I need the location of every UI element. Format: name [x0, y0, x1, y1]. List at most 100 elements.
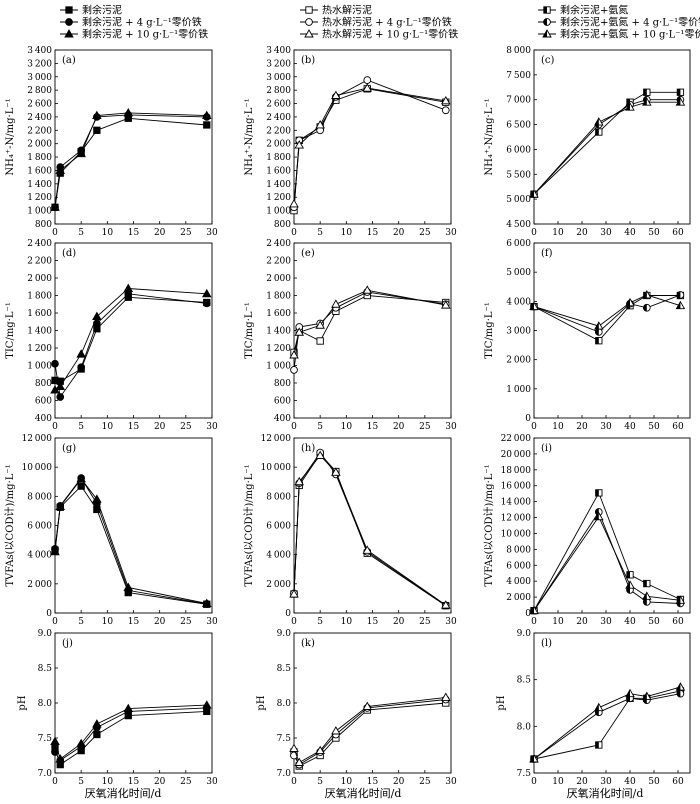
marker-half-fill [626, 689, 630, 697]
series-2 [530, 291, 685, 336]
y-tick-label: 400 [35, 414, 52, 424]
data-point [76, 148, 86, 158]
y-tick-label: 7.0 [38, 769, 53, 779]
y-tick-label: 1 000 [27, 362, 52, 372]
panel-tag: (d) [62, 248, 76, 259]
series-line [293, 291, 446, 370]
data-point [676, 689, 685, 698]
y-tick-label: 2 000 [506, 356, 531, 366]
y-tick-label: 1 400 [27, 327, 52, 337]
x-tick-label: 25 [419, 228, 431, 238]
x-tick-label: 30 [206, 228, 218, 238]
x-tick-label: 10 [102, 617, 114, 627]
marker-circle [202, 299, 211, 308]
y-tick-label: 2 400 [27, 239, 52, 249]
data-point [362, 545, 373, 554]
marker-circle [77, 363, 86, 372]
marker-triangle [331, 726, 341, 735]
data-point [595, 128, 603, 136]
data-point [315, 745, 325, 755]
y-tick-label: 6 000 [27, 522, 52, 532]
y-tick-label: 1 600 [266, 166, 291, 176]
panel-tag: (f) [541, 248, 553, 259]
marker-half-fill [595, 741, 599, 749]
y-tick-label: 7 000 [506, 96, 531, 106]
series-line [533, 515, 681, 611]
y-tick-label: 7.5 [38, 734, 53, 744]
data-point [50, 546, 60, 556]
data-point [675, 300, 686, 310]
series-line [54, 478, 207, 604]
data-point [202, 299, 211, 308]
marker-triangle [76, 148, 86, 158]
x-tick-label: 50 [648, 422, 660, 432]
series-1 [51, 707, 211, 769]
legend-label: 剩余污泥+氨氮 + 10 g·L⁻¹零价铁 [560, 28, 700, 41]
panel-tag: (g) [62, 443, 76, 454]
y-tick-label: 4 500 [506, 220, 531, 230]
data-point [676, 88, 685, 96]
marker-triangle [315, 450, 325, 459]
data-point [123, 108, 134, 117]
marker-half-fill [642, 98, 647, 106]
data-point [201, 700, 212, 709]
series-line [533, 295, 681, 342]
y-tick-label: 0 [525, 414, 531, 424]
x-tick-label: 30 [445, 617, 457, 627]
data-point [362, 701, 373, 710]
marker-half-fill [530, 755, 534, 762]
marker-triangle [123, 703, 134, 713]
legend-marker [65, 6, 73, 14]
data-point [92, 311, 102, 320]
x-tick-label: 40 [624, 422, 636, 432]
series-1 [290, 450, 450, 610]
marker-triangle [440, 600, 451, 609]
data-point [315, 450, 325, 459]
x-tick-label: 0 [531, 777, 537, 787]
legend-entry-col2-3: 热水解污泥 + 10 g·L⁻¹零价铁 [300, 28, 458, 41]
series-3 [50, 473, 212, 607]
y-tick-label: 2 200 [266, 126, 291, 136]
marker-square [305, 6, 313, 14]
panel-tag: (h) [301, 443, 315, 454]
legend-entry-col2-2: 热水解污泥 + 4 g·L⁻¹零价铁 [300, 16, 452, 29]
marker-triangle [76, 349, 86, 358]
x-tick-label: 15 [128, 228, 140, 238]
legend-marker [543, 6, 551, 14]
series-line [54, 293, 207, 399]
marker-half-fill [677, 89, 681, 96]
y-tick-label: 2 800 [266, 86, 291, 96]
y-tick-label: 2 000 [27, 140, 52, 150]
y-tick-label: 1 000 [266, 207, 291, 217]
y-tick-label: 12 000 [22, 434, 53, 444]
marker-triangle [440, 95, 451, 105]
data-point [123, 703, 134, 713]
y-tick-label: 9.0 [38, 629, 53, 639]
x-tick-label: 15 [367, 228, 379, 238]
y-tick-label: 12 000 [501, 514, 532, 524]
marker-half-fill [676, 98, 681, 106]
panel-tag: (c) [541, 55, 555, 66]
x-tick-label: 10 [552, 422, 564, 432]
marker-triangle [294, 327, 305, 336]
marker-triangle [294, 476, 305, 486]
data-point [76, 738, 86, 748]
data-point [315, 320, 325, 329]
y-tick-label: 0 [285, 609, 291, 619]
y-tick-label: 6 000 [506, 239, 531, 249]
marker-triangle [201, 110, 212, 120]
x-tick-label: 5 [78, 228, 84, 238]
data-point [594, 702, 604, 712]
y-tick-label: 3 200 [27, 59, 52, 69]
y-tick-label: 1 600 [27, 309, 52, 319]
x-tick-label: 20 [393, 617, 405, 627]
data-point [626, 571, 634, 579]
series-3 [529, 682, 686, 763]
x-tick-label: 30 [600, 228, 612, 238]
marker-triangle [315, 745, 325, 755]
y-tick-label: 800 [274, 220, 291, 230]
marker-half-fill [642, 692, 647, 700]
marker-triangle [362, 83, 373, 92]
y-axis-label: pH [256, 695, 267, 710]
y-tick-label: 400 [274, 414, 291, 424]
